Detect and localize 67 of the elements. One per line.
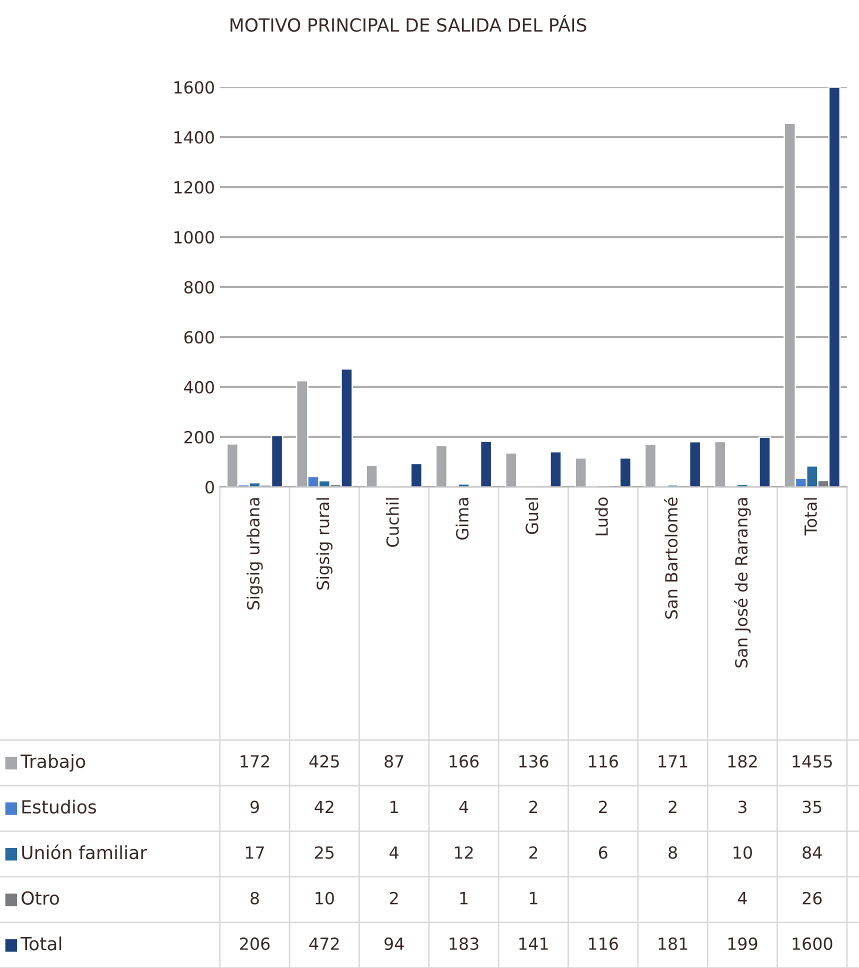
x-tick-label: Gima bbox=[456, 498, 469, 540]
y-tick-label: 1000 bbox=[174, 231, 214, 244]
data-label: 1600 bbox=[792, 937, 832, 950]
data-label: 8 bbox=[250, 892, 259, 904]
x-tick-label: San José de Raranga bbox=[734, 498, 751, 668]
data-label: 42 bbox=[314, 800, 334, 814]
x-tick-label: Cuchil bbox=[386, 498, 399, 547]
y-tick-label: 400 bbox=[184, 380, 214, 394]
data-label: 8 bbox=[668, 846, 677, 859]
legend-label: Unión familiar bbox=[22, 844, 148, 860]
data-label: 84 bbox=[802, 846, 822, 859]
data-label: 6 bbox=[598, 846, 608, 859]
y-tick-label: 600 bbox=[184, 330, 214, 344]
data-label: 2 bbox=[599, 800, 607, 814]
x-tick-label: Ludo bbox=[595, 497, 608, 536]
data-label: 183 bbox=[450, 937, 478, 950]
x-tick-label: San Bartolomé bbox=[664, 497, 678, 619]
legend-label: Estudios bbox=[22, 800, 96, 814]
data-label: 87 bbox=[384, 755, 404, 768]
x-tick-label: Sigsig rural bbox=[316, 498, 332, 590]
data-label: 3 bbox=[738, 800, 746, 814]
y-tick-label: 1200 bbox=[174, 181, 214, 194]
data-label: 136 bbox=[519, 755, 548, 768]
data-label: 166 bbox=[450, 755, 479, 768]
y-tick-label: 1400 bbox=[174, 131, 214, 144]
data-label: 26 bbox=[802, 892, 822, 904]
x-tick-label: Guel bbox=[525, 498, 538, 534]
data-label: 35 bbox=[802, 800, 822, 814]
y-tick-label: 200 bbox=[184, 430, 214, 444]
y-tick-label: 1600 bbox=[174, 81, 214, 94]
data-label: 1 bbox=[530, 892, 538, 904]
data-label: 2 bbox=[390, 892, 398, 904]
data-label: 182 bbox=[728, 755, 757, 768]
data-label: 141 bbox=[519, 938, 548, 950]
x-tick-label: Sigsig urbana bbox=[246, 498, 263, 610]
legend-label: Total bbox=[20, 936, 62, 950]
data-label: 199 bbox=[728, 937, 758, 950]
chart-title: MOTIVO PRINCIPAL DE SALIDA DEL PÁIS bbox=[230, 14, 586, 32]
y-tick-label: 0 bbox=[206, 480, 214, 494]
legend-label: Otro bbox=[22, 891, 59, 905]
data-label: 1455 bbox=[792, 755, 832, 768]
data-label: 206 bbox=[240, 937, 270, 950]
data-label: 2 bbox=[529, 800, 538, 814]
x-tick-label: Total bbox=[804, 498, 817, 536]
data-label: 116 bbox=[589, 755, 618, 768]
data-label: 472 bbox=[309, 937, 339, 950]
data-label: 4 bbox=[738, 892, 747, 904]
data-label: 10 bbox=[734, 846, 752, 859]
data-label: 2 bbox=[668, 800, 676, 814]
y-tick-label: 800 bbox=[184, 280, 214, 294]
data-label: 94 bbox=[384, 937, 404, 950]
data-label: 1 bbox=[390, 800, 398, 814]
data-label: 116 bbox=[589, 937, 618, 950]
data-label: 171 bbox=[658, 755, 688, 768]
data-label: 1 bbox=[460, 892, 468, 904]
data-label: 9 bbox=[250, 800, 259, 814]
data-label: 25 bbox=[315, 846, 334, 859]
data-label: 4 bbox=[390, 846, 398, 859]
data-label: 4 bbox=[459, 800, 468, 814]
legend-label: Trabajo bbox=[20, 754, 86, 772]
data-label: 172 bbox=[240, 755, 269, 768]
data-label: 12 bbox=[454, 846, 473, 859]
data-label: 17 bbox=[246, 846, 264, 859]
data-label: 181 bbox=[658, 937, 688, 950]
data-label: 2 bbox=[529, 846, 538, 859]
data-label: 425 bbox=[309, 755, 339, 768]
data-label: 10 bbox=[316, 892, 334, 904]
